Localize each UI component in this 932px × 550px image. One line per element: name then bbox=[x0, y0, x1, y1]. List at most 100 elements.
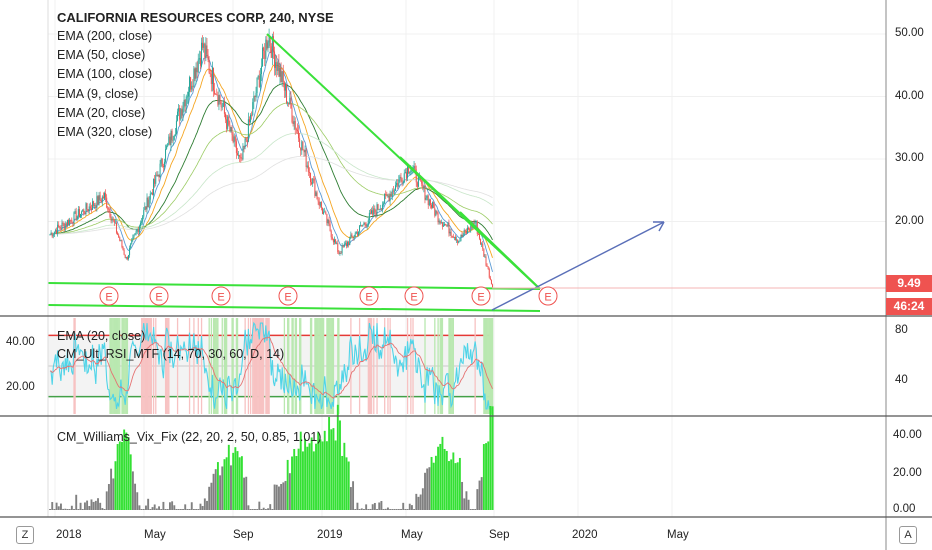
earnings-circle bbox=[211, 286, 231, 306]
rsi-overbought-strip bbox=[368, 318, 371, 414]
vix-bar bbox=[363, 509, 365, 510]
candle-body bbox=[62, 222, 64, 224]
candle-body bbox=[365, 224, 367, 227]
rsi-oversold-strip bbox=[338, 318, 340, 414]
vix-bar bbox=[485, 443, 487, 510]
vix-bar bbox=[103, 509, 106, 510]
candle-body bbox=[395, 185, 397, 191]
candle-body bbox=[323, 211, 325, 214]
candle-body bbox=[319, 201, 321, 206]
candle-body bbox=[186, 96, 188, 98]
earnings-marker: E bbox=[471, 286, 491, 306]
candle-body bbox=[220, 102, 222, 107]
candle-body bbox=[74, 211, 76, 213]
rsi-oversold-strip bbox=[235, 318, 238, 414]
candle-body bbox=[451, 235, 453, 237]
legend-ema-200[interactable]: EMA (200, close) bbox=[57, 29, 153, 43]
vix-pane-legend[interactable]: CM_Williams_Vix_Fix (22, 20, 2, 50, 0.85… bbox=[57, 430, 322, 444]
legend-ema-50[interactable]: EMA (50, close) bbox=[57, 48, 146, 63]
vix-bar bbox=[68, 509, 71, 510]
candle-body bbox=[76, 215, 78, 221]
symbol-title[interactable]: CALIFORNIA RESOURCES CORP, 240, NYSE bbox=[57, 10, 334, 25]
candle-body bbox=[271, 36, 273, 58]
candle-body bbox=[276, 62, 278, 71]
rsi-oversold-strip bbox=[119, 318, 121, 414]
rsi-left-tick: 40.00 bbox=[6, 336, 35, 348]
auto-scale-button[interactable]: A bbox=[899, 526, 917, 544]
candle-body bbox=[246, 140, 248, 142]
candle-body bbox=[391, 190, 393, 197]
rsi-pane-legend-rsi[interactable]: CM_Ult_RSI_MTF (14, 70, 30, 60, D, 14) bbox=[57, 347, 285, 361]
vix-bar bbox=[153, 504, 156, 510]
candle-body bbox=[107, 207, 109, 210]
candle-body bbox=[399, 176, 401, 180]
candle-body bbox=[326, 213, 328, 224]
candle-body bbox=[465, 230, 467, 233]
vix-bar bbox=[321, 441, 324, 510]
candle-body bbox=[463, 230, 465, 236]
vix-bar bbox=[310, 437, 313, 510]
rsi-oversold-strip bbox=[118, 318, 120, 414]
vix-bar bbox=[79, 502, 82, 510]
candle-body bbox=[198, 58, 200, 60]
candle-body bbox=[146, 197, 148, 210]
candle-body bbox=[270, 46, 272, 58]
candle-body bbox=[162, 166, 164, 168]
candle-body bbox=[269, 36, 271, 47]
candle-body bbox=[383, 203, 385, 205]
candle-body bbox=[230, 126, 232, 132]
rsi-overbought-strip bbox=[146, 318, 148, 414]
rsi-overbought-strip bbox=[167, 318, 169, 414]
candle-body bbox=[408, 166, 410, 174]
rsi-oversold-strip bbox=[489, 318, 492, 414]
vix-bar bbox=[260, 509, 263, 510]
rsi-oversold-strip bbox=[212, 318, 215, 414]
legend-ema-9[interactable]: EMA (9, close) bbox=[57, 86, 139, 101]
rsi-oversold-strip bbox=[291, 318, 293, 414]
candle-body bbox=[286, 84, 288, 103]
rsi-overbought-strip bbox=[147, 318, 149, 414]
legend-ema-100[interactable]: EMA (100, close) bbox=[57, 67, 153, 82]
candle-body bbox=[317, 199, 319, 202]
candle-body bbox=[481, 243, 483, 245]
candle-body bbox=[338, 251, 340, 254]
vix-bar bbox=[395, 509, 398, 510]
candle-body bbox=[97, 196, 99, 205]
vix-bar bbox=[251, 509, 254, 510]
candle-body bbox=[78, 209, 80, 218]
vix-bar bbox=[57, 506, 60, 510]
candle-body bbox=[160, 158, 162, 164]
vix-bar bbox=[454, 463, 457, 510]
rsi-overbought-strip bbox=[370, 318, 373, 414]
rsi-oversold-strip bbox=[300, 318, 302, 414]
legend-ema-320[interactable]: EMA (320, close) bbox=[57, 125, 153, 140]
legend-ema-20[interactable]: EMA (20, close) bbox=[57, 105, 146, 120]
candle-body bbox=[283, 82, 285, 91]
vix-bar bbox=[325, 441, 328, 510]
rsi-oversold-strip bbox=[232, 318, 234, 414]
candle-body bbox=[348, 241, 350, 245]
rsi-pane-legend-ema[interactable]: EMA (20, close) bbox=[57, 329, 146, 343]
candle-body bbox=[340, 253, 342, 254]
vix-bar bbox=[406, 509, 409, 510]
rsi-oversold-strip bbox=[424, 318, 426, 414]
vix-bar bbox=[421, 488, 424, 510]
candle-body bbox=[181, 109, 183, 116]
zoom-button[interactable]: Z bbox=[16, 526, 34, 544]
vix-bar bbox=[73, 509, 75, 510]
candle-body bbox=[469, 229, 471, 231]
trendlines bbox=[47, 33, 886, 312]
candle-body bbox=[216, 94, 218, 96]
rsi-oversold-strip bbox=[449, 318, 451, 414]
candle-body bbox=[92, 201, 94, 210]
candle-body bbox=[192, 85, 194, 87]
rsi-right-tick: 80 bbox=[895, 324, 908, 336]
rsi-oversold-strip bbox=[491, 318, 494, 414]
vix-bar bbox=[397, 509, 400, 510]
vix-bar bbox=[282, 482, 285, 510]
candle-body bbox=[185, 96, 187, 107]
rsi-overbought-strip bbox=[155, 318, 157, 414]
candle-body bbox=[289, 97, 291, 105]
rsi-oversold-strip bbox=[448, 318, 450, 414]
